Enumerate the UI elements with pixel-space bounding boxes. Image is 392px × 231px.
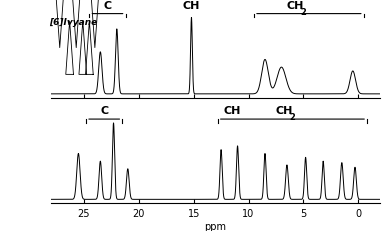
X-axis label: ppm: ppm bbox=[205, 221, 227, 231]
Text: [6]Ivyane: [6]Ivyane bbox=[49, 18, 97, 27]
Text: CH: CH bbox=[183, 1, 200, 11]
Text: 2: 2 bbox=[289, 113, 295, 122]
Text: CH: CH bbox=[286, 1, 303, 11]
Text: CH: CH bbox=[275, 106, 292, 116]
Text: CH: CH bbox=[223, 106, 241, 116]
Text: 2: 2 bbox=[300, 8, 306, 17]
Text: C: C bbox=[101, 106, 109, 116]
Text: C: C bbox=[104, 1, 112, 11]
